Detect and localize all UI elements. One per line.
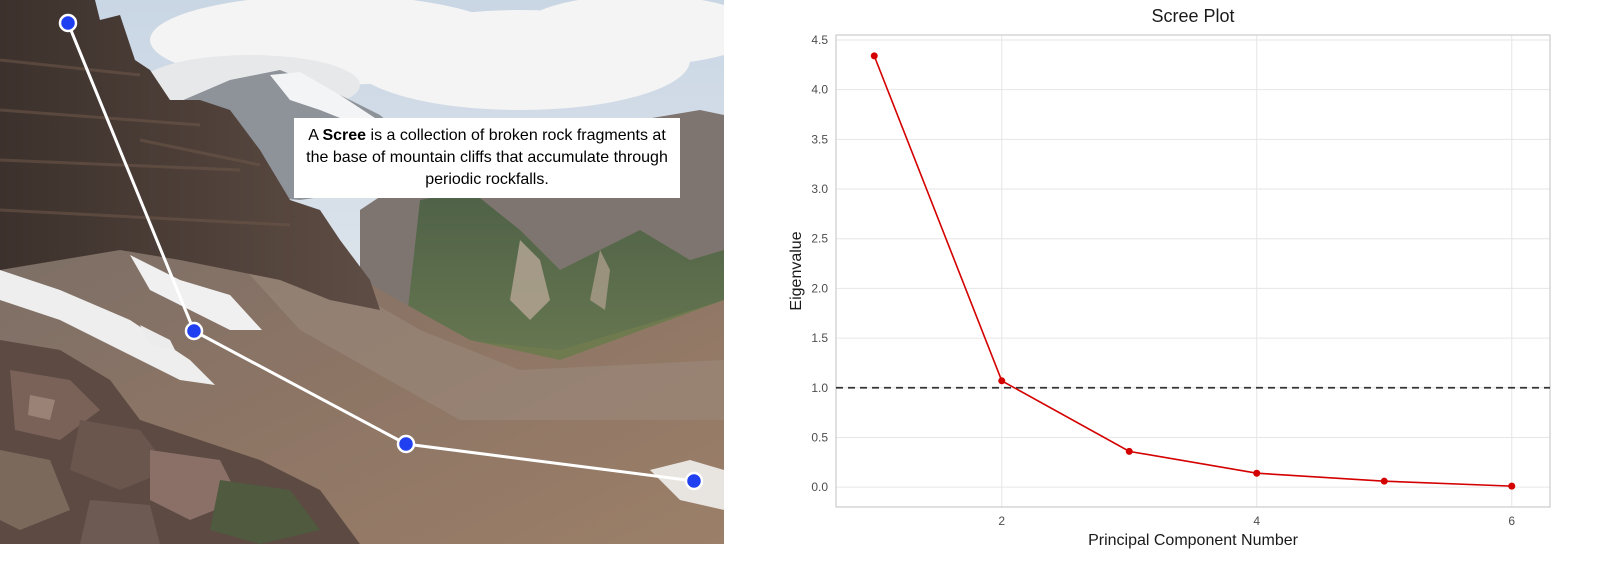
- scree-shape-line: [66, 22, 695, 483]
- scree-marker-4: [684, 471, 704, 491]
- scree-marker-1: [58, 13, 78, 33]
- y-tick-label-6: 3.0: [811, 182, 828, 196]
- scree-plot-chart: Scree Plot 0.0 0.5 1.0 1.5 2.0 2.5 3.0 3.5 4.0 4.…: [760, 0, 1597, 566]
- y-tick-label-5: 2.5: [811, 232, 828, 246]
- plot-frame: [835, 34, 1551, 508]
- mountain-scene: [0, 0, 724, 544]
- x-tick-labels: 2 4 6: [998, 514, 1515, 528]
- data-point-5: [1380, 477, 1388, 485]
- y-tick-labels: 0.0 0.5 1.0 1.5 2.0 2.5 3.0 3.5 4.0 4.5: [811, 33, 828, 494]
- caption-bold-term: Scree: [322, 127, 367, 144]
- foreground-boulders: [0, 340, 360, 544]
- snow-patch-small: [140, 325, 175, 350]
- snow-patch-left: [0, 270, 215, 385]
- clouds: [140, 0, 724, 115]
- talus-streak: [510, 240, 550, 320]
- y-tick-label-3: 1.5: [811, 331, 828, 345]
- scree-photo: A Scree is a collection of broken rock f…: [0, 0, 724, 544]
- y-axis-title: Eigenvalue: [788, 231, 805, 310]
- grid-lines: [836, 35, 1550, 507]
- data-point-4: [1253, 469, 1261, 477]
- y-tick-label-1: 0.5: [811, 430, 828, 444]
- distant-snow: [270, 72, 375, 122]
- caption-body: is a collection of broken rock fragments…: [306, 127, 668, 188]
- series-layer: [870, 52, 1516, 490]
- cliff-strata: [0, 58, 291, 227]
- x-axis-title: Principal Component Number: [1088, 532, 1299, 549]
- scree-marker-3: [396, 434, 416, 454]
- y-tick-label-9: 4.5: [811, 33, 828, 47]
- scree-apron: [200, 220, 724, 420]
- data-point-6: [1508, 482, 1516, 490]
- y-tick-label-7: 3.5: [811, 132, 828, 146]
- x-tick-label-0: 2: [998, 514, 1005, 528]
- caption-prefix: A: [308, 127, 323, 144]
- snow-patch-mid: [130, 255, 262, 330]
- x-tick-label-1: 4: [1253, 514, 1260, 528]
- data-point-1: [870, 52, 878, 60]
- chart-canvas: Scree Plot 0.0 0.5 1.0 1.5 2.0 2.5 3.0 3.5 4.0 4.…: [788, 6, 1551, 549]
- data-point-3: [1125, 447, 1133, 455]
- scree-shape-markers: [58, 13, 704, 491]
- data-point-2: [998, 377, 1006, 385]
- plot-area: [836, 35, 1550, 507]
- left-cliffs: [0, 0, 380, 310]
- talus-streak-2: [590, 250, 610, 310]
- chart-title: Scree Plot: [1151, 6, 1234, 26]
- y-tick-label-0: 0.0: [811, 480, 828, 494]
- y-tick-label-2: 1.0: [811, 381, 828, 395]
- x-tick-label-2: 6: [1508, 514, 1515, 528]
- scree-definition-caption: A Scree is a collection of broken rock f…: [294, 118, 680, 198]
- scree-marker-2: [184, 321, 204, 341]
- y-tick-label-4: 2.0: [811, 281, 828, 295]
- series-line-0: [873, 55, 1512, 487]
- y-tick-label-8: 4.0: [811, 83, 828, 97]
